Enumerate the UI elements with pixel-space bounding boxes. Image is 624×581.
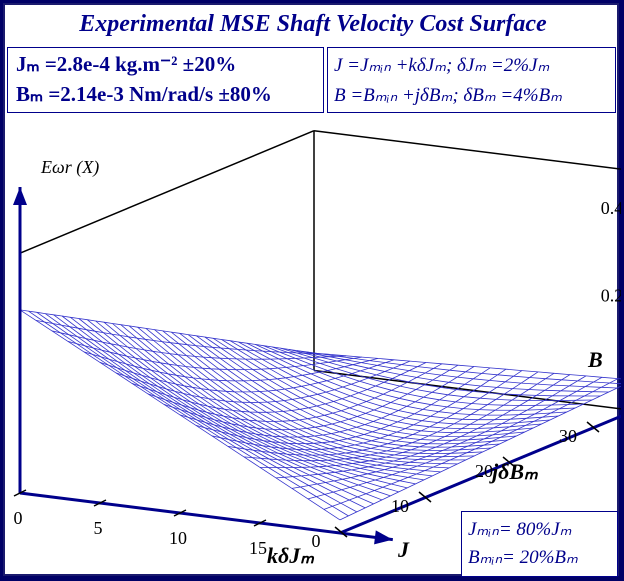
surface-mesh-line	[147, 363, 443, 422]
k-tick-label: 15	[249, 538, 267, 558]
surface-mesh-line	[307, 376, 603, 500]
surface-mesh-line	[19, 309, 315, 354]
j-tick	[586, 421, 600, 433]
k-tick-label: 5	[94, 518, 103, 538]
jm-parameter: Jₘ =2.8e-4 kg.m⁻² ±20%	[16, 52, 237, 76]
bmin-definition: Bₘᵢₙ= 20%Bₘ	[468, 547, 578, 568]
j-tick	[502, 456, 516, 468]
k-tick	[173, 509, 187, 517]
minimums-box: Jₘᵢₙ= 80%Jₘ Bₘᵢₙ= 20%Bₘ	[461, 511, 618, 577]
surface-mesh-line	[131, 362, 427, 413]
j-tick-label: 10	[391, 496, 409, 516]
surface-mesh-line	[211, 368, 507, 450]
surface-mesh-line	[35, 320, 331, 355]
z-tick-label: 0.4	[601, 198, 621, 218]
j-tick-label: 30	[559, 426, 577, 446]
surface-mesh-line	[99, 359, 395, 393]
k-axis-head	[374, 530, 393, 545]
z-tick-label: 0.2	[601, 285, 621, 305]
jmin-definition: Jₘᵢₙ= 80%Jₘ	[468, 519, 572, 540]
surface-mesh-line	[70, 316, 391, 497]
surface-mesh-line	[115, 360, 411, 403]
y-axis-name: B	[587, 347, 603, 372]
b-definition: B =Bₘᵢₙ +jδBₘ; δBₘ =4%Bₘ	[334, 85, 563, 106]
surface-mesh-line	[195, 367, 491, 444]
k-tick-label: 10	[169, 528, 187, 548]
chart-frame: Experimental MSE Shaft Velocity Cost Sur…	[3, 3, 621, 577]
surface-mesh-line	[275, 374, 571, 479]
chart-title: Experimental MSE Shaft Velocity Cost Sur…	[79, 11, 547, 37]
surface-mesh-line	[339, 385, 621, 521]
bm-parameter: Bₘ =2.14e-3 Nm/rad/s ±80%	[16, 82, 272, 106]
surface-mesh-line	[291, 375, 587, 489]
parameters-box: Jₘ =2.8e-4 kg.m⁻² ±20% Bₘ =2.14e-3 Nm/ra…	[7, 47, 324, 113]
surface-mesh-line	[227, 370, 523, 456]
k-tick	[253, 519, 267, 527]
box-edge	[19, 130, 315, 254]
surface-mesh-line	[259, 372, 555, 468]
z-axis-head	[13, 187, 27, 205]
x-axis-label: kδJₘ	[267, 543, 315, 568]
j-tick	[334, 526, 348, 538]
surface-mesh-line	[179, 366, 475, 438]
k-tick	[93, 499, 107, 507]
k-tick-label: 0	[14, 508, 23, 528]
k-tick	[13, 489, 27, 497]
surface-mesh-line	[83, 351, 379, 382]
surface-mesh-line	[323, 378, 619, 510]
j-definition: J =Jₘᵢₙ +kδJₘ; δJₘ =2%Jₘ	[334, 55, 550, 76]
box-edge	[313, 129, 621, 170]
x-axis-name: J	[397, 537, 410, 562]
j-axis	[339, 414, 621, 535]
surface-mesh-line	[243, 371, 539, 462]
k-axis	[19, 491, 393, 542]
surface-mesh-line	[51, 330, 347, 360]
j-tick	[418, 491, 432, 503]
surface-mesh-line	[67, 341, 363, 371]
definitions-box: J =Jₘᵢₙ +kδJₘ; δJₘ =2%Jₘ B =Bₘᵢₙ +jδBₘ; …	[327, 47, 616, 113]
y-axis-label: jδBₘ	[489, 459, 539, 484]
surface-mesh-line	[28, 310, 349, 517]
surface-mesh-line	[246, 342, 567, 416]
surface-mesh-line	[163, 364, 459, 431]
z-axis-label: Eωr (X)	[40, 157, 99, 178]
j-tick-label: 0	[312, 531, 321, 551]
j-tick-label: 20	[475, 461, 493, 481]
